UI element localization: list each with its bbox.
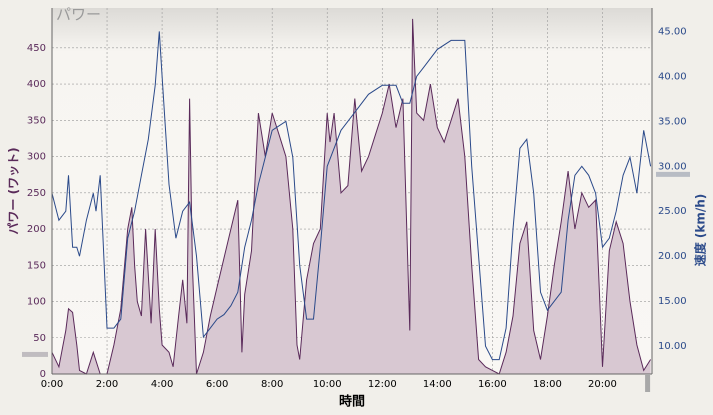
y-tick-label: 400 (27, 79, 46, 90)
y-marker (22, 351, 48, 357)
speed-line (51, 31, 652, 361)
y2-tick-label: 20.00 (658, 251, 687, 262)
x-tick-label: 4:00 (151, 379, 173, 390)
y2-tick-label: 35.00 (658, 116, 687, 127)
y2-tick-label: 10.00 (658, 341, 687, 352)
y-tick-label: 0 (40, 369, 46, 380)
y-axis-label: パワー (ワット) (7, 147, 21, 234)
x-tick-label: 2:00 (96, 379, 118, 390)
y-tick-label: 200 (27, 224, 46, 235)
x-tick-label: 6:00 (206, 379, 228, 390)
x-marker (645, 374, 651, 392)
y-tick-label: 150 (27, 260, 46, 271)
y-tick-label: 250 (27, 188, 46, 199)
y2-tick-label: 15.00 (658, 296, 687, 307)
y-tick-label: 50 (33, 333, 46, 344)
y2-tick-label: 45.00 (658, 26, 687, 37)
x-tick-label: 20:00 (588, 379, 617, 390)
chart-title: パワー (56, 6, 101, 24)
power-area (52, 18, 651, 375)
y2-marker (656, 171, 690, 177)
x-tick-label: 14:00 (423, 379, 452, 390)
x-tick-label: 8:00 (261, 379, 283, 390)
y-tick-label: 100 (27, 297, 46, 308)
y-tick-label: 350 (27, 115, 46, 126)
x-axis-label: 時間 (339, 394, 365, 410)
y-tick-label: 450 (27, 43, 46, 54)
y2-axis-label: 速度 (km/h) (693, 194, 708, 267)
x-tick-label: 0:00 (41, 379, 63, 390)
x-tick-label: 12:00 (368, 379, 397, 390)
y2-tick-label: 25.00 (658, 206, 687, 217)
y2-tick-label: 40.00 (658, 71, 687, 82)
x-tick-label: 18:00 (533, 379, 562, 390)
x-tick-label: 16:00 (478, 379, 507, 390)
power-line (51, 18, 652, 375)
y2-tick-label: 30.00 (658, 161, 687, 172)
y-tick-label: 300 (27, 152, 46, 163)
x-tick-label: 10:00 (313, 379, 342, 390)
